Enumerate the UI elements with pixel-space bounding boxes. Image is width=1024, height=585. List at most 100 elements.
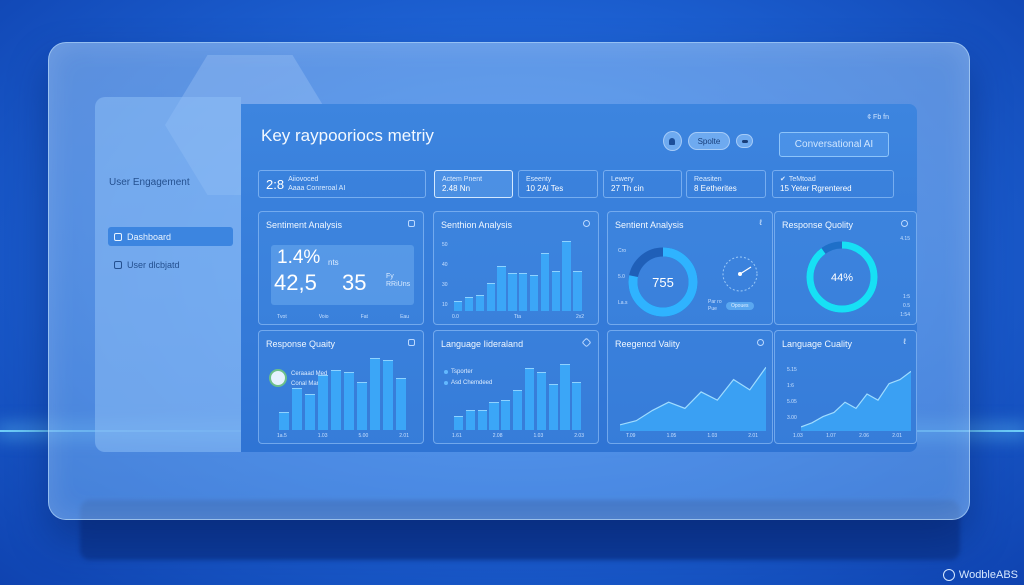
card-title: Sentiment Analysis: [266, 220, 343, 230]
bar: [292, 388, 303, 430]
y-tick: 30: [442, 282, 448, 288]
card-title: Sentient Analysis: [615, 220, 684, 230]
options-pill[interactable]: Opoues: [726, 302, 754, 310]
bar: [486, 283, 495, 311]
tick-label: 2.01: [399, 433, 409, 439]
tick-label: 5.00: [358, 433, 369, 439]
sidebar-item-user[interactable]: User dlcbjatd: [108, 255, 233, 274]
settings-icon[interactable]: [757, 339, 764, 346]
bar: [357, 382, 368, 430]
settings-icon[interactable]: [583, 220, 590, 227]
info-icon[interactable]: ℓ: [903, 337, 906, 346]
stat-label: Aiiovoced: [288, 176, 319, 183]
card-response-quality[interactable]: Response Quolity 44% 4.15 1:5 0.5 1:54: [774, 211, 917, 325]
toggle-icon[interactable]: [736, 134, 753, 148]
bar: [529, 275, 539, 311]
bar: [344, 372, 355, 430]
area-fill: [620, 367, 766, 431]
card-senthion-analysis[interactable]: Senthion Analysis 50 40 30 10 0.0 Tta 2x…: [433, 211, 599, 325]
bar: [536, 372, 546, 430]
profile-icon[interactable]: [663, 131, 682, 151]
bar: [548, 384, 558, 430]
diamond-icon[interactable]: [581, 337, 592, 348]
tick-label: 1.05: [666, 433, 677, 439]
expand-icon[interactable]: [408, 220, 415, 227]
conversational-ai-button[interactable]: Conversational AI: [779, 132, 889, 157]
y-tick: 40: [442, 262, 448, 268]
bar: [573, 271, 582, 311]
stat-card[interactable]: 2:8 Aiiovoced Aaaa Conreroal AI: [258, 170, 426, 198]
bar: [519, 273, 528, 311]
donut-chart: 44%: [806, 241, 878, 313]
stat-label: Actem Pnent: [442, 176, 483, 183]
bar: [562, 241, 571, 311]
expand-icon[interactable]: [408, 339, 415, 346]
metric-value: 1.4%: [277, 247, 321, 268]
card-response-quality-2[interactable]: Response Quaity Ceraaad Med Conal Marke …: [258, 330, 424, 444]
y-tick: 1:6: [787, 383, 794, 389]
x-ticks: 1a.5 1.03 5.00 2.01: [277, 433, 409, 439]
watermark-text: WodbleABS: [958, 569, 1018, 581]
bar: [572, 382, 582, 430]
stat-card[interactable]: Lewery 27 Th cin: [603, 170, 682, 198]
stat-card[interactable]: ✔ TeMtoad 15 Yeter Rgrentered: [772, 170, 894, 198]
metric-unit: nts: [328, 258, 339, 267]
check-icon: ✔: [780, 176, 786, 183]
card-title: Reegencd Vality: [615, 339, 680, 349]
tick-label: 0.0: [452, 314, 459, 320]
avatar: [269, 369, 287, 387]
tick-label: Fat: [360, 314, 368, 320]
side-tick: 0.5: [903, 303, 910, 309]
top-right-label: ¢ Fb fn: [867, 114, 889, 121]
settings-icon[interactable]: [901, 220, 908, 227]
bar: [501, 400, 511, 430]
card-response-validity[interactable]: Reegencd Vality T.09 1.05 1.03 2.01: [607, 330, 773, 444]
x-ticks: T.09 1.05 1.03 2.01: [626, 433, 758, 439]
card-language-understand[interactable]: Language Iideraland Tsporter Asd Chemdee…: [433, 330, 599, 444]
sidebar: User Engagement Dashboard User dlcbjatd: [95, 97, 241, 452]
stat-sublabel: Aaaa Conreroal AI: [288, 185, 346, 192]
tick-label: 2x2: [575, 314, 584, 320]
stat-card[interactable]: Reasiten 8 Eetherites: [686, 170, 766, 198]
card-sentient-analysis[interactable]: Sentient Analysis ℓ Cro 5.0 La.s 755 Par…: [607, 211, 773, 325]
bar: [513, 390, 523, 430]
x-ticks: 1.03 1.07 2.06 2.01: [793, 433, 902, 439]
stat-card[interactable]: Eseenty 10 2Al Tes: [518, 170, 598, 198]
x-ticks: 0.0 Tta 2x2: [452, 314, 584, 320]
card-sentiment-analysis[interactable]: Sentiment Analysis 1.4% nts 42,5 35 Fy RR…: [258, 211, 424, 325]
bar: [383, 360, 394, 430]
y-tick: 50: [442, 242, 448, 248]
page-title: Key raypooriocs metriy: [261, 126, 434, 145]
stat-value: 27 Th cin: [611, 184, 644, 193]
dashboard-icon: [114, 232, 122, 241]
bar-chart: [279, 350, 409, 430]
metric-box: 1.4% nts 42,5 35 Fy RRiUns: [271, 245, 414, 305]
card-title: Senthion Analysis: [441, 220, 513, 230]
card-title: Language Iideraland: [441, 339, 524, 349]
spolte-button[interactable]: Spolte: [687, 132, 731, 150]
legend-item: Conal Marke: [291, 381, 326, 387]
sidebar-item-label: Dashboard: [127, 231, 172, 242]
area-fill: [801, 371, 911, 431]
stat-value: 2.48 Nn: [442, 184, 471, 193]
dashboard-screen: ¢ Fb fn Key raypooriocs metriy Spolte Co…: [241, 104, 917, 452]
legend-item: Ceraaad Med: [291, 371, 328, 377]
tick-label: 2.01: [892, 433, 902, 439]
tick-label: Tvot: [277, 314, 287, 320]
stat-card-selected[interactable]: Actem Pnent 2.48 Nn: [434, 170, 513, 198]
bar: [497, 266, 506, 311]
bar: [551, 271, 560, 311]
metric-unit-a: Fy: [386, 273, 394, 280]
info-icon[interactable]: ℓ: [759, 218, 762, 227]
stat-label: TeMtoad: [788, 176, 816, 183]
legend-item: Asd Chemdeed: [444, 380, 492, 386]
bar: [560, 364, 570, 430]
donut-value: 755: [652, 275, 674, 290]
card-title: Language Cuality: [782, 339, 853, 349]
sidebar-item-dashboard[interactable]: Dashboard: [108, 227, 233, 246]
legend-dot: [444, 370, 448, 374]
watermark: WodbleABS: [942, 569, 1018, 581]
card-language-quality[interactable]: Language Cuality ℓ 5.15 1:6 5.05 3.00 1.…: [774, 330, 917, 444]
tick-label: Eau: [400, 314, 409, 320]
stat-value: 15 Yeter Rgrentered: [780, 184, 852, 193]
